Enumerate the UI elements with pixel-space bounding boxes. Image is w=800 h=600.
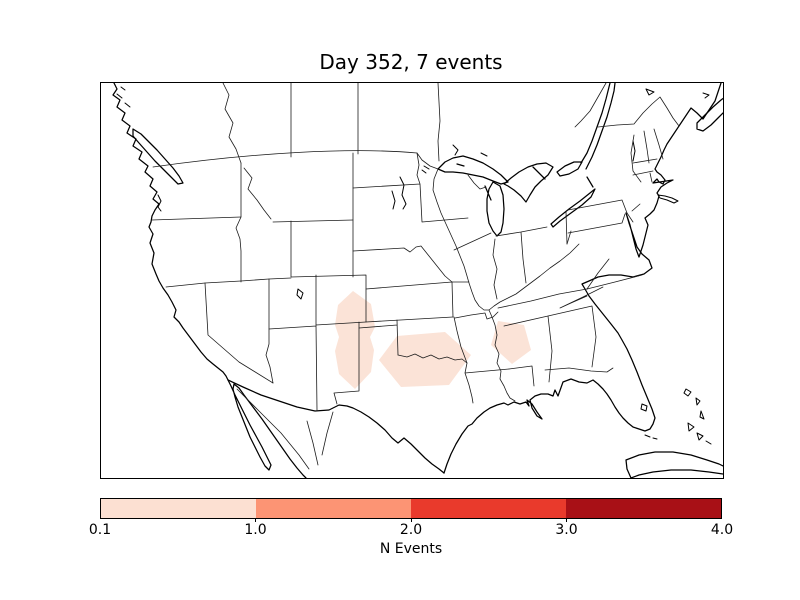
page-title: Day 352, 7 events [319, 50, 503, 74]
colorbar-tick-1: 1.0 [244, 522, 267, 538]
event-region-mississippi [491, 321, 531, 364]
mexico-state-borders [236, 388, 334, 470]
colorbar-tickmark [566, 519, 567, 522]
colorbar-tick-0: 0.1 [88, 522, 112, 538]
colorbar-label: N Events [379, 541, 443, 557]
colorbar-tick-4: 4.0 [710, 522, 734, 538]
coastlines [112, 83, 723, 478]
colorbar-segment-2 [256, 499, 411, 518]
colorbar-tick-3: 3.0 [555, 522, 578, 538]
colorbar-segment-4 [566, 499, 721, 518]
cuba [625, 451, 723, 478]
lake-okeechobee [640, 403, 648, 412]
nova-scotia [696, 97, 723, 132]
north-america-map [112, 83, 723, 478]
lake-winnipeg [391, 144, 488, 210]
state-boundaries [151, 83, 680, 470]
colorbar-tickmark [255, 519, 256, 522]
puget-sound [157, 194, 162, 212]
event-shaded-regions [335, 291, 531, 389]
lake-ontario [556, 161, 594, 188]
lake-michigan [484, 181, 505, 237]
st-lawrence-river [580, 83, 616, 170]
lake-superior [437, 155, 509, 185]
colorbar-segment-1 [101, 499, 256, 518]
us-mexico-border [227, 379, 445, 474]
lake-champlain [632, 140, 636, 162]
colorbar-tickmark [411, 519, 412, 522]
long-island [657, 194, 679, 204]
colorbar-tick-2: 2.0 [399, 522, 423, 538]
vancouver-island [132, 128, 184, 185]
florida-keys [644, 434, 658, 440]
colorbar-segment-3 [411, 499, 566, 518]
great-salt-lake [296, 288, 304, 300]
canada-province-borders [222, 83, 607, 164]
event-region-oklahoma-texas [379, 332, 471, 387]
map-canvas [100, 82, 724, 479]
lake-huron [503, 162, 554, 203]
bahamas [683, 388, 712, 445]
colorbar [100, 498, 722, 519]
lake-erie [550, 188, 596, 228]
event-region-colorado-kansas [335, 291, 375, 389]
